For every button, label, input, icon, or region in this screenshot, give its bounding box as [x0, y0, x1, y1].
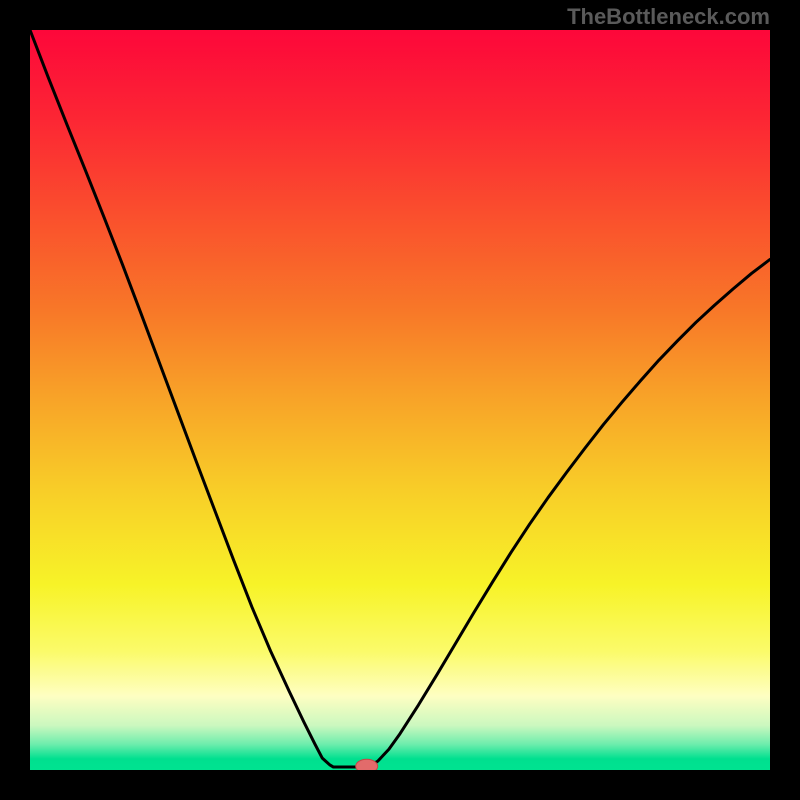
plot-background [30, 30, 770, 770]
bottleneck-curve-chart [0, 0, 800, 800]
chart-canvas: TheBottleneck.com [0, 0, 800, 800]
watermark-text: TheBottleneck.com [567, 4, 770, 30]
